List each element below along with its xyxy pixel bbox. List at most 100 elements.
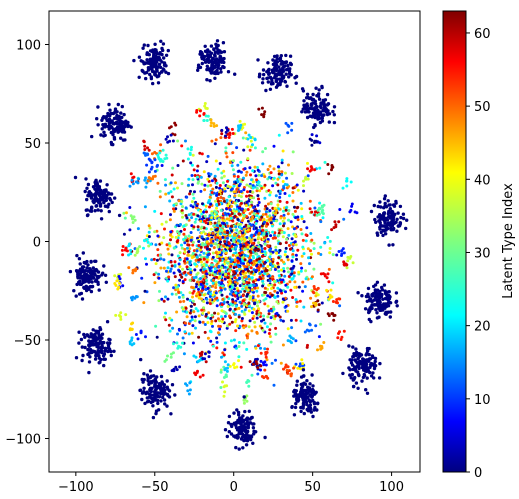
scatter-point: [187, 392, 191, 396]
scatter-point: [237, 223, 240, 226]
dark-cluster-point: [137, 55, 142, 59]
scatter-point: [216, 167, 220, 171]
scatter-point: [220, 293, 224, 297]
dark-cluster-point: [390, 210, 394, 215]
scatter-point: [249, 139, 253, 143]
scatter-point: [185, 195, 189, 199]
dark-cluster-point: [354, 353, 359, 358]
scatter-point: [306, 177, 310, 181]
scatter-point: [223, 240, 227, 243]
scatter-point: [247, 384, 251, 388]
dark-cluster-point: [154, 387, 158, 392]
dark-cluster-point: [151, 399, 155, 404]
dark-cluster-point: [288, 61, 293, 65]
scatter-point: [264, 352, 268, 356]
scatter-point: [191, 295, 194, 299]
scatter-point: [288, 339, 292, 343]
scatter-point: [304, 233, 308, 237]
scatter-point: [230, 286, 234, 289]
dark-cluster-point: [161, 389, 165, 394]
scatter-point: [208, 195, 212, 199]
scatter-point: [118, 277, 122, 281]
scatter-point: [183, 278, 187, 282]
dark-cluster-point: [146, 43, 150, 48]
dark-cluster-point: [233, 72, 237, 76]
scatter-point: [295, 305, 299, 308]
scatter-point: [178, 265, 182, 269]
scatter-point: [255, 264, 258, 268]
scatter-point: [235, 187, 239, 191]
dark-cluster-point: [91, 276, 96, 280]
dark-cluster-point: [96, 282, 100, 286]
scatter-point: [209, 339, 213, 343]
scatter-point: [297, 270, 301, 274]
scatter-point: [192, 168, 196, 172]
scatter-point: [206, 245, 209, 249]
scatter-point: [216, 317, 220, 321]
scatter-point: [208, 205, 211, 209]
dark-cluster-point: [85, 266, 89, 270]
scatter-point: [297, 285, 301, 289]
scatter-point: [263, 360, 267, 364]
scatter-point: [313, 168, 317, 172]
dark-cluster-point: [217, 59, 222, 63]
scatter-point: [163, 178, 167, 182]
dark-cluster-point: [101, 116, 105, 120]
scatter-point: [166, 354, 169, 358]
dark-cluster-point: [107, 202, 111, 206]
scatter-point: [220, 315, 223, 319]
scatter-point: [217, 221, 221, 225]
scatter-point: [223, 348, 227, 352]
scatter-point: [158, 151, 162, 155]
dark-cluster-point: [290, 405, 294, 409]
scatter-point: [276, 286, 280, 290]
scatter-point: [280, 161, 284, 165]
dark-cluster-point: [124, 119, 128, 123]
scatter-point: [146, 146, 149, 150]
dark-cluster-point: [397, 224, 402, 228]
dark-cluster-point: [374, 220, 378, 224]
scatter-point: [294, 234, 298, 238]
dark-cluster-point: [229, 432, 234, 436]
dark-cluster-point: [206, 53, 210, 57]
scatter-point: [189, 271, 193, 274]
dark-cluster-point: [347, 366, 351, 370]
scatter-point: [278, 222, 282, 226]
scatter-point: [243, 238, 247, 242]
scatter-point: [255, 289, 259, 293]
scatter-point: [220, 266, 224, 270]
dark-cluster-point: [226, 421, 231, 425]
dark-cluster-point: [87, 287, 91, 291]
scatter-point: [225, 155, 229, 159]
scatter-point: [257, 209, 261, 213]
scatter-point: [157, 276, 161, 280]
scatter-point: [159, 159, 163, 163]
scatter-point: [206, 247, 209, 251]
scatter-point: [207, 172, 211, 176]
scatter-point: [234, 245, 238, 249]
dark-cluster-point: [391, 203, 396, 207]
dark-cluster-point: [288, 67, 292, 71]
scatter-point: [246, 145, 250, 149]
scatter-point: [256, 344, 260, 348]
scatter-point: [326, 272, 330, 276]
dark-cluster-point: [236, 427, 240, 432]
scatter-point: [261, 162, 265, 166]
scatter-point: [142, 140, 146, 144]
scatter-point: [128, 327, 132, 331]
scatter-point: [226, 276, 230, 280]
dark-cluster-point: [378, 361, 382, 366]
scatter-point: [242, 341, 246, 345]
dark-cluster-point: [236, 421, 240, 425]
scatter-point: [224, 367, 228, 371]
scatter-point: [325, 288, 329, 292]
scatter-point: [200, 350, 204, 354]
dark-cluster-point: [79, 337, 84, 342]
scatter-point: [301, 280, 305, 284]
dark-cluster-point: [152, 59, 156, 64]
scatter-point: [267, 309, 271, 313]
dark-cluster-point: [312, 392, 317, 396]
scatter-point: [215, 340, 219, 344]
dark-cluster-point: [105, 183, 109, 187]
dark-cluster-point: [302, 99, 306, 103]
